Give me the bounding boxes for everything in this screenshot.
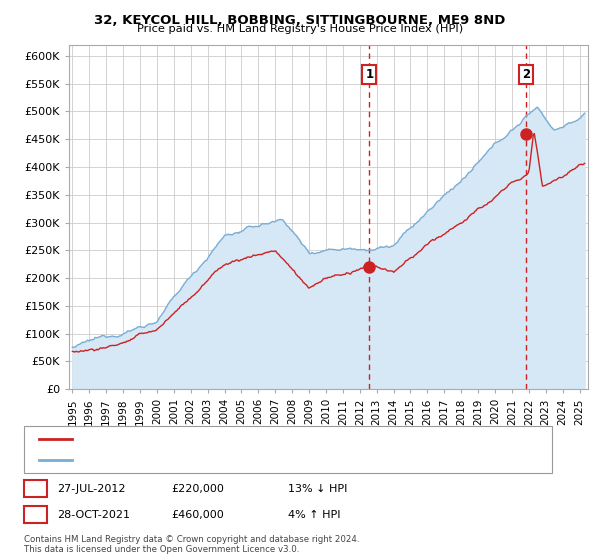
Text: 28-OCT-2021: 28-OCT-2021: [57, 510, 130, 520]
Text: 27-JUL-2012: 27-JUL-2012: [57, 484, 125, 494]
Text: 32, KEYCOL HILL, BOBBING, SITTINGBOURNE, ME9 8ND: 32, KEYCOL HILL, BOBBING, SITTINGBOURNE,…: [94, 14, 506, 27]
Text: 1: 1: [32, 484, 39, 494]
Text: 1: 1: [365, 68, 373, 81]
Text: HPI: Average price, detached house, Swale: HPI: Average price, detached house, Swal…: [79, 455, 303, 465]
Text: 4% ↑ HPI: 4% ↑ HPI: [288, 510, 341, 520]
Text: £220,000: £220,000: [171, 484, 224, 494]
Text: 13% ↓ HPI: 13% ↓ HPI: [288, 484, 347, 494]
Text: £460,000: £460,000: [171, 510, 224, 520]
Text: Price paid vs. HM Land Registry's House Price Index (HPI): Price paid vs. HM Land Registry's House …: [137, 24, 463, 34]
Text: 32, KEYCOL HILL, BOBBING, SITTINGBOURNE, ME9 8ND (detached house): 32, KEYCOL HILL, BOBBING, SITTINGBOURNE,…: [79, 434, 461, 444]
Text: 2: 2: [522, 68, 530, 81]
Text: Contains HM Land Registry data © Crown copyright and database right 2024.
This d: Contains HM Land Registry data © Crown c…: [24, 535, 359, 554]
Text: 2: 2: [32, 510, 39, 520]
